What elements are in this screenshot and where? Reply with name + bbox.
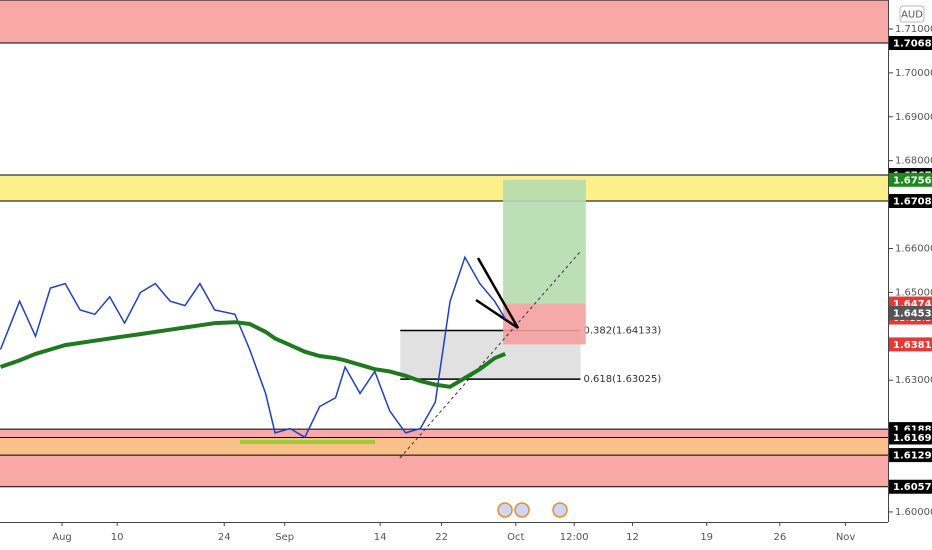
position-profit [503,179,586,304]
y-tick-label: 1.69000 [895,112,932,123]
price-label: 1.61886 [893,425,932,436]
zone [0,174,888,201]
price-label: 1.67082 [893,196,932,207]
event-icon [514,502,530,518]
price-label-box [889,172,932,187]
x-tick-label: Aug [52,532,72,543]
price-label: 1.63815 [893,340,932,351]
price-label-box [889,337,932,352]
price-label: 1.61294 [893,451,932,462]
price-label-box [889,430,932,445]
x-tick-label: 26 [773,532,786,543]
price-label: 1.67565 [893,175,932,186]
zone [0,437,888,456]
price-label-box [889,448,932,463]
price-line [0,320,506,389]
price-line [0,255,506,439]
y-tick-label: 1.65000 [895,287,932,298]
x-tick-label: 19 [700,532,713,543]
price-label-box [889,305,932,320]
x-tick-label: 12:00 [560,532,589,543]
price-label-box [889,193,932,208]
x-tick-label: 14 [374,532,387,543]
price-label-box [889,479,932,494]
event-icon [497,502,513,518]
event-icon [552,502,568,518]
y-tick-label: 1.71000 [895,24,932,35]
wedge [475,257,520,330]
y-tick-label: 1.66000 [895,243,932,254]
currency: AUD [901,10,923,21]
price-label: 1.64533 [893,308,932,319]
price-label-box [889,36,932,51]
y-tick-label: 1.63000 [895,375,932,386]
y-tick-label: 1.68000 [895,156,932,167]
x-tick-label: Nov [836,532,856,543]
fib-label: 0.618(1.63025) [584,374,662,385]
x-tick-label: 24 [218,532,231,543]
fib-label: 0.382(1.64133) [584,325,662,336]
price-label: 1.70680 [893,39,932,50]
price-label: 1.60573 [893,482,932,493]
price-label: 1.61695 [893,433,932,444]
x-tick-label: 22 [435,532,448,543]
x-tick-label: Sep [275,532,294,543]
currency-box [899,5,925,23]
x-tick-label: 10 [111,532,124,543]
y-tick-label: 1.70000 [895,68,932,79]
y-tick-label: 1.60000 [895,507,932,518]
x-tick-label: Oct [507,532,524,543]
plot: 0.382(1.64133) 0.618(1.63025) [0,0,888,488]
x-tick-label: 12 [626,532,639,543]
zone [0,0,888,44]
price-label: 1.64746 [893,299,932,310]
